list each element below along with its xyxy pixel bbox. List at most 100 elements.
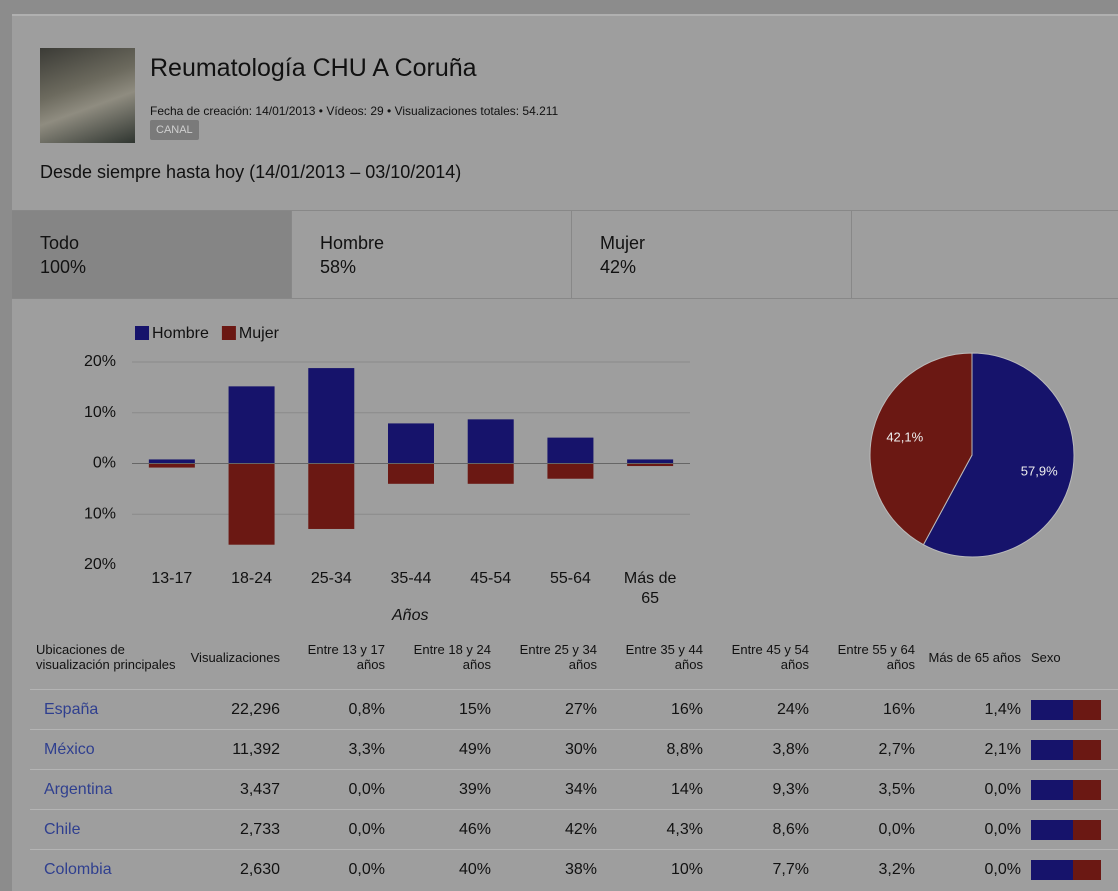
- table-cell: 0,8%: [290, 690, 395, 730]
- table-cell: 16%: [819, 690, 925, 730]
- sex-cell: [1031, 770, 1118, 810]
- x-tick-label: 35-44: [380, 569, 442, 589]
- sex-bar-female: [1073, 780, 1101, 800]
- x-tick-label: Más de 65: [619, 569, 681, 609]
- y-tick-label: 10%: [84, 505, 116, 522]
- bar: [149, 464, 195, 468]
- table-cell: 0,0%: [290, 770, 395, 810]
- table-cell: 16%: [607, 690, 713, 730]
- channel-title[interactable]: Reumatología CHU A Coruña: [150, 54, 477, 83]
- tab-value: 100%: [40, 255, 263, 279]
- bar: [468, 419, 514, 463]
- table-cell: 8,6%: [713, 810, 819, 850]
- bar: [388, 423, 434, 463]
- table-cell: 42%: [501, 810, 607, 850]
- sex-bar-male: [1031, 780, 1073, 800]
- table-cell: 1,4%: [925, 690, 1031, 730]
- sex-bar-male: [1031, 740, 1073, 760]
- tab-label: Hombre: [320, 231, 543, 255]
- table-cell: 2,733: [190, 810, 290, 850]
- table-cell: 34%: [501, 770, 607, 810]
- legend-label: Mujer: [239, 325, 280, 342]
- bar: [388, 464, 434, 484]
- legend-swatch: [135, 326, 149, 340]
- location-link[interactable]: España: [30, 690, 190, 730]
- table-cell: 11,392: [190, 730, 290, 770]
- location-link[interactable]: Argentina: [30, 770, 190, 810]
- channel-thumbnail: [40, 48, 135, 143]
- table-cell: 10%: [607, 850, 713, 890]
- table-cell: 8,8%: [607, 730, 713, 770]
- x-tick-label: 25-34: [300, 569, 362, 589]
- y-tick-label: 0%: [93, 455, 116, 472]
- tab-label: Todo: [40, 231, 263, 255]
- table-cell: 9,3%: [713, 770, 819, 810]
- sex-bar-female: [1073, 860, 1101, 880]
- x-axis-title: Años: [392, 607, 428, 625]
- channel-meta: Fecha de creación: 14/01/2013 • Vídeos: …: [150, 104, 558, 118]
- column-header: Entre 25 y 34 años: [501, 625, 607, 690]
- page: Reumatología CHU A Coruña Fecha de creac…: [0, 0, 1118, 889]
- column-header: Entre 45 y 54 años: [713, 625, 819, 690]
- sex-cell: [1031, 730, 1118, 770]
- x-tick-label: 55-64: [539, 569, 601, 589]
- location-link[interactable]: Chile: [30, 810, 190, 850]
- table-cell: 24%: [713, 690, 819, 730]
- table-cell: 3,8%: [713, 730, 819, 770]
- sex-bar-female: [1073, 820, 1101, 840]
- location-link[interactable]: México: [30, 730, 190, 770]
- legend-label: Hombre: [152, 325, 209, 342]
- legend-swatch: [222, 326, 236, 340]
- table-cell: 3,437: [190, 770, 290, 810]
- table-cell: 3,5%: [819, 770, 925, 810]
- table-cell: 7,7%: [713, 850, 819, 890]
- table-cell: 39%: [395, 770, 501, 810]
- locations-table: Ubicaciones de visualización principales…: [30, 625, 1118, 889]
- table-header: Ubicaciones de visualización principales…: [30, 625, 1118, 690]
- table-cell: 2,7%: [819, 730, 925, 770]
- table-cell: 0,0%: [290, 810, 395, 850]
- table-cell: 38%: [501, 850, 607, 890]
- tab-value: 58%: [320, 255, 543, 279]
- location-link[interactable]: Colombia: [30, 850, 190, 890]
- table-cell: 15%: [395, 690, 501, 730]
- column-header: Entre 18 y 24 años: [395, 625, 501, 690]
- table-cell: 46%: [395, 810, 501, 850]
- x-tick-label: 45-54: [460, 569, 522, 589]
- table-cell: 22,296: [190, 690, 290, 730]
- y-tick-label: 20%: [84, 556, 116, 573]
- bar: [229, 464, 275, 545]
- bar: [468, 464, 514, 484]
- sex-cell: [1031, 810, 1118, 850]
- bar: [149, 459, 195, 463]
- table-cell: 14%: [607, 770, 713, 810]
- column-header: Ubicaciones de visualización principales: [30, 625, 190, 690]
- table-cell: 4,3%: [607, 810, 713, 850]
- sex-bar: [1031, 780, 1101, 800]
- sex-bar-female: [1073, 740, 1101, 760]
- pie-label: 42,1%: [886, 429, 923, 444]
- table-cell: 0,0%: [925, 850, 1031, 890]
- bar: [547, 438, 593, 464]
- sex-bar-male: [1031, 860, 1073, 880]
- column-header: Entre 13 y 17 años: [290, 625, 395, 690]
- table-cell: 0,0%: [925, 810, 1031, 850]
- table-cell: 2,1%: [925, 730, 1031, 770]
- table-cell: 49%: [395, 730, 501, 770]
- sex-cell: [1031, 690, 1118, 730]
- table-row: España22,2960,8%15%27%16%24%16%1,4%: [30, 690, 1118, 730]
- table-cell: 0,0%: [819, 810, 925, 850]
- bar: [547, 464, 593, 479]
- table-cell: 30%: [501, 730, 607, 770]
- column-header: Más de 65 años: [925, 625, 1031, 690]
- column-header: Visualizaciones: [190, 625, 290, 690]
